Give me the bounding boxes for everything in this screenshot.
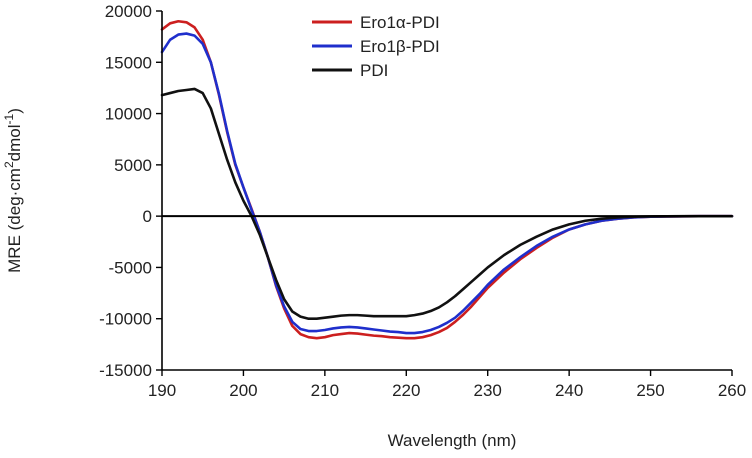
- plot-area: [160, 19, 734, 340]
- y-axis-title-suffix: ): [5, 108, 24, 114]
- series-line-1: [160, 19, 734, 340]
- y-tick-label: 0: [143, 207, 152, 226]
- x-tick-label: 250: [636, 381, 664, 400]
- y-tick-label: 10000: [105, 105, 152, 124]
- y-tick-label: -15000: [99, 361, 152, 380]
- x-axis-ticks: 190 200 210 220 230 240 250 260: [148, 370, 746, 400]
- series-line-2: [160, 32, 734, 335]
- y-axis-title-sup2: -1: [2, 113, 16, 124]
- x-tick-label: 200: [229, 381, 257, 400]
- x-tick-label: 220: [392, 381, 420, 400]
- x-axis-title: Wavelength (nm): [388, 431, 517, 450]
- y-tick-label: 20000: [105, 2, 152, 21]
- x-tick-label: 210: [311, 381, 339, 400]
- legend-label-1: Ero1α-PDI: [360, 13, 440, 32]
- x-tick-label: 240: [555, 381, 583, 400]
- y-tick-label: 5000: [114, 156, 152, 175]
- legend-label-3: PDI: [360, 61, 388, 80]
- series-layer: [160, 19, 734, 340]
- x-tick-label: 260: [718, 381, 746, 400]
- x-tick-label: 230: [474, 381, 502, 400]
- series-line-3: [160, 87, 734, 321]
- y-tick-label: -5000: [109, 258, 152, 277]
- y-axis-title-middle: dmol: [5, 124, 24, 161]
- x-tick-label: 190: [148, 381, 176, 400]
- legend-label-2: Ero1β-PDI: [360, 37, 440, 56]
- y-axis-ticks: -15000 -10000 -5000 0 5000 10000 15000 20000: [99, 2, 162, 380]
- y-axis-title-prefix: MRE (deg·cm: [5, 168, 24, 273]
- axes: -15000 -10000 -5000 0 5000 10000 15000 20000 19…: [99, 2, 746, 400]
- y-tick-label: -10000: [99, 310, 152, 329]
- y-axis-title-sup1: 2: [2, 161, 16, 168]
- y-tick-label: 15000: [105, 53, 152, 72]
- y-axis-title: MRE (deg·cm2dmol-1): [2, 108, 24, 273]
- legend: Ero1α-PDI Ero1β-PDI PDI: [312, 13, 440, 80]
